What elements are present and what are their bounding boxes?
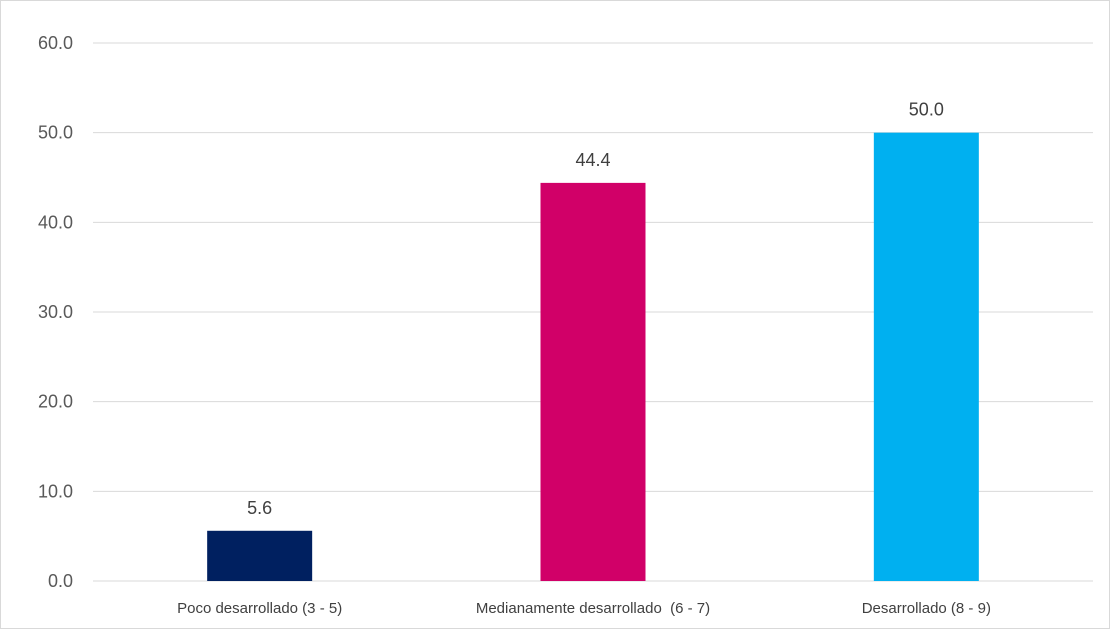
data-label: 44.4 bbox=[575, 150, 610, 170]
data-label: 50.0 bbox=[909, 100, 944, 120]
y-tick-label: 20.0 bbox=[38, 392, 73, 412]
x-axis-category-labels: Poco desarrollado (3 - 5) Medianamente de… bbox=[177, 600, 991, 617]
bar bbox=[540, 182, 646, 581]
data-label: 5.6 bbox=[247, 498, 272, 518]
category-label: Poco desarrollado (3 - 5) bbox=[177, 600, 342, 617]
y-tick-label: 0.0 bbox=[48, 571, 73, 591]
bars bbox=[207, 132, 979, 581]
y-tick-label: 40.0 bbox=[38, 212, 73, 232]
category-label: Desarrollado (8 - 9) bbox=[862, 600, 991, 617]
y-tick-label: 10.0 bbox=[38, 481, 73, 501]
category-label: Medianamente desarrollado (6 - 7) bbox=[476, 600, 710, 617]
y-tick-label: 60.0 bbox=[38, 33, 73, 53]
bar bbox=[207, 530, 313, 581]
y-tick-label: 30.0 bbox=[38, 302, 73, 322]
y-tick-label: 50.0 bbox=[38, 123, 73, 143]
y-axis-tick-labels: 0.0 10.0 20.0 30.0 40.0 50.0 60.0 bbox=[38, 33, 73, 591]
bar bbox=[873, 132, 979, 581]
data-labels: 5.6 44.4 50.0 bbox=[247, 100, 944, 518]
